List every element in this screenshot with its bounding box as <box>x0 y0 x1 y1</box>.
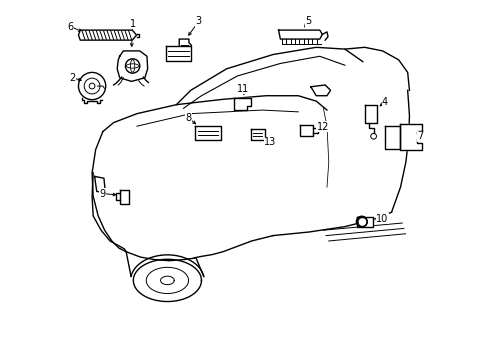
Polygon shape <box>357 217 372 227</box>
Text: 2: 2 <box>69 73 75 83</box>
Text: 10: 10 <box>376 214 388 224</box>
Polygon shape <box>278 30 322 39</box>
Text: 12: 12 <box>316 122 328 132</box>
Polygon shape <box>234 98 250 110</box>
Text: 3: 3 <box>195 17 201 27</box>
Polygon shape <box>165 45 191 60</box>
Polygon shape <box>250 129 264 140</box>
Text: 11: 11 <box>236 84 248 94</box>
Polygon shape <box>117 51 147 81</box>
Text: 1: 1 <box>129 19 135 29</box>
Polygon shape <box>120 190 128 204</box>
Text: 7: 7 <box>416 131 423 141</box>
Text: 8: 8 <box>185 113 192 123</box>
Text: 9: 9 <box>100 189 106 199</box>
Polygon shape <box>94 176 105 193</box>
Text: 6: 6 <box>67 22 74 32</box>
Text: 5: 5 <box>305 17 311 27</box>
Polygon shape <box>195 126 221 140</box>
Circle shape <box>89 83 95 89</box>
Polygon shape <box>310 85 330 96</box>
Polygon shape <box>364 105 376 123</box>
Polygon shape <box>400 125 421 150</box>
Text: 13: 13 <box>264 138 276 147</box>
Polygon shape <box>385 126 400 149</box>
Text: 4: 4 <box>381 97 387 107</box>
Polygon shape <box>78 30 136 40</box>
Polygon shape <box>300 126 312 135</box>
